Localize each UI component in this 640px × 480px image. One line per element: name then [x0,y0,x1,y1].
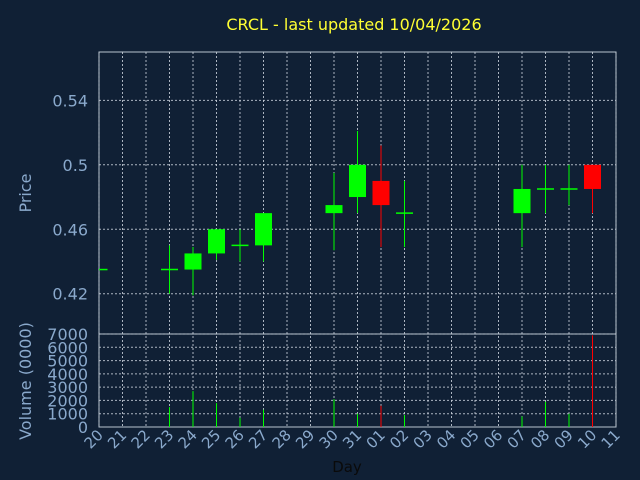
volume-tick-label: 1000 [47,405,88,424]
volume-tick-label: 3000 [47,378,88,397]
x-tick-label: 02 [386,426,412,452]
candle-body [255,213,272,246]
volume-tick-label: 2000 [47,391,88,410]
x-tick-label: 21 [104,426,130,452]
x-tick-label: 06 [480,426,506,452]
price-axis-label: Price [16,173,35,212]
x-tick-label: 01 [363,426,389,452]
price-candles [99,130,601,296]
candle-body [184,253,202,270]
x-tick-label: 09 [551,426,577,452]
candle-body [513,188,531,214]
price-tick-label: 0.54 [52,91,88,110]
candle-body [584,164,601,189]
x-tick-label: 03 [410,426,436,452]
x-tick-label: 31 [339,426,365,452]
x-ticks: 2021222324252627282930310102030405060708… [81,426,624,452]
candle-body [208,229,225,254]
price-tick-label: 0.46 [52,220,88,239]
x-tick-label: 26 [222,426,248,452]
price-y-ticks: 0.42 0.46 0.5 0.54 [52,91,88,303]
price-tick-label: 0.5 [63,156,88,175]
volume-tick-label: 6000 [47,338,88,357]
x-axis-label: Day [332,458,362,476]
x-tick-label: 05 [457,426,483,452]
x-tick-label: 22 [128,426,154,452]
x-tick-label: 30 [316,426,342,452]
x-tick-label: 07 [504,426,530,452]
x-tick-label: 23 [151,426,177,452]
chart-title: CRCL - last updated 10/04/2026 [226,15,481,34]
x-tick-label: 10 [574,426,600,452]
x-tick-label: 29 [292,426,318,452]
x-tick-label: 08 [527,426,553,452]
gridlines [98,52,617,427]
price-tick-label: 0.42 [52,285,88,304]
x-tick-label: 27 [245,426,271,452]
x-tick-label: 24 [175,426,201,452]
candle-body [372,180,390,206]
candle-body [325,205,343,214]
candle-body [349,164,366,198]
volume-tick-label: 5000 [47,352,88,371]
x-tick-label: 04 [433,426,459,452]
volume-bars [169,335,593,427]
volume-axis-label: Volume (0000) [16,322,35,440]
x-tick-label: 25 [198,426,224,452]
x-tick-label: 11 [598,426,624,452]
x-tick-label: 28 [269,426,295,452]
volume-tick-label: 4000 [47,365,88,384]
volume-tick-label: 7000 [47,325,88,344]
volume-tick-label: 0 [78,418,88,437]
